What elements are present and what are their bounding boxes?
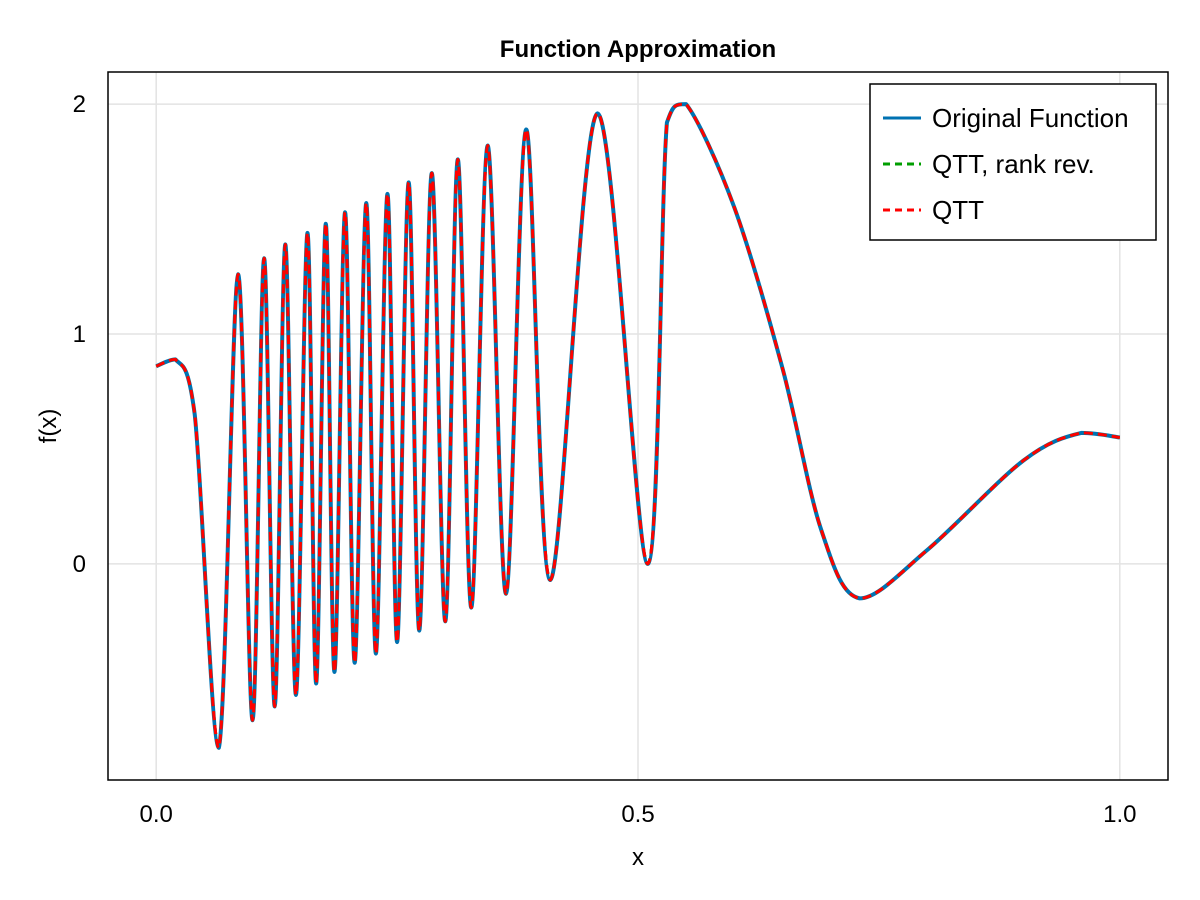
x-tick-label: 0.0 [139, 801, 172, 828]
legend-box [869, 83, 1157, 241]
y-tick-label: 1 [73, 321, 86, 348]
x-tick-label: 0.5 [621, 801, 654, 828]
y-axis-label: f(x) [35, 409, 62, 444]
axis-ticks: 0.0 0.5 1.0 0 1 2 [73, 91, 1137, 828]
series-lines [155, 102, 1121, 750]
legend-label-2: QTT [932, 195, 984, 225]
chart-title: Function Approximation [500, 36, 776, 63]
legend-label-1: QTT, rank rev. [932, 149, 1095, 179]
y-tick-label: 0 [73, 551, 86, 578]
legend-items: Original Function QTT, rank rev. QTT [883, 103, 1129, 225]
legend-label-0: Original Function [932, 103, 1129, 133]
x-tick-label: 1.0 [1103, 801, 1136, 828]
x-axis-label: x [632, 844, 644, 871]
legend: Original Function QTT, rank rev. QTT [869, 83, 1157, 241]
plot-area-frame [107, 71, 1169, 781]
y-tick-label: 2 [73, 91, 86, 118]
series-line-2 [155, 102, 1121, 750]
